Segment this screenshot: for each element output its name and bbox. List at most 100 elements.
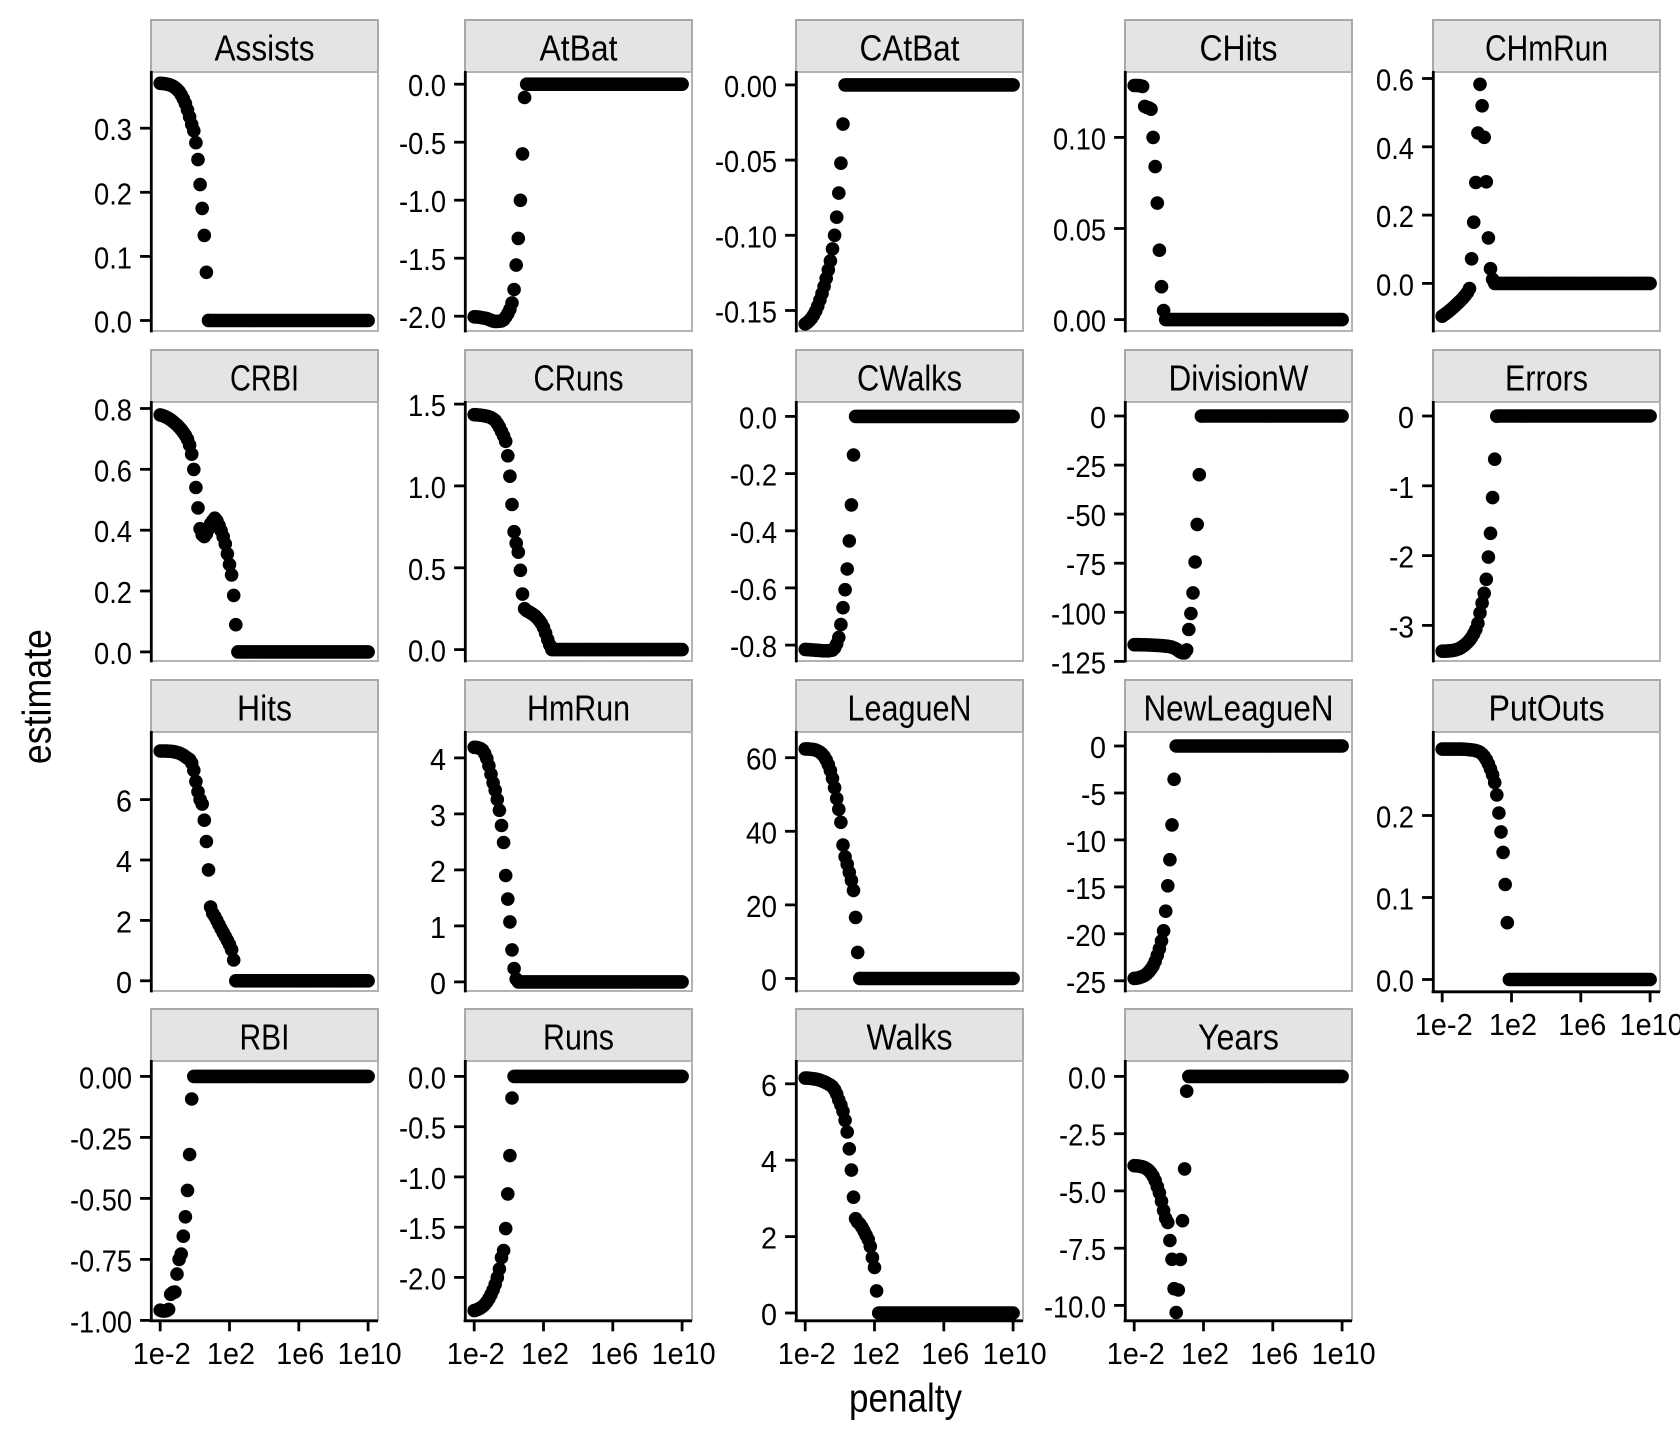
svg-text:Assists: Assists — [215, 28, 315, 69]
svg-text:Runs: Runs — [543, 1017, 614, 1058]
svg-text:1e2: 1e2 — [207, 1336, 255, 1371]
svg-text:-1.0: -1.0 — [399, 1161, 446, 1196]
svg-text:-0.15: -0.15 — [715, 295, 777, 330]
svg-text:-1.5: -1.5 — [399, 1211, 446, 1246]
svg-text:1e-2: 1e-2 — [133, 1336, 191, 1371]
svg-text:-0.75: -0.75 — [70, 1243, 132, 1278]
svg-text:0: 0 — [116, 965, 132, 1000]
svg-text:-1.00: -1.00 — [70, 1304, 132, 1339]
svg-text:0.3: 0.3 — [94, 112, 132, 147]
svg-text:-25: -25 — [1066, 449, 1106, 484]
svg-text:-10.0: -10.0 — [1044, 1289, 1106, 1324]
svg-text:1e10: 1e10 — [983, 1336, 1047, 1371]
svg-text:-0.5: -0.5 — [399, 1111, 446, 1146]
svg-text:CRBI: CRBI — [230, 358, 299, 399]
svg-text:-0.05: -0.05 — [715, 144, 777, 179]
svg-text:-2: -2 — [1389, 540, 1414, 575]
svg-text:0.6: 0.6 — [94, 453, 132, 488]
svg-text:-7.5: -7.5 — [1059, 1232, 1106, 1267]
svg-text:CAtBat: CAtBat — [860, 28, 960, 69]
svg-text:-125: -125 — [1051, 645, 1106, 680]
svg-text:0.10: 0.10 — [1053, 121, 1106, 156]
svg-text:HmRun: HmRun — [527, 688, 630, 729]
svg-text:6: 6 — [761, 1068, 777, 1103]
svg-text:1.5: 1.5 — [408, 388, 446, 423]
svg-text:NewLeagueN: NewLeagueN — [1144, 688, 1334, 729]
svg-text:LeagueN: LeagueN — [848, 688, 972, 729]
svg-text:CWalks: CWalks — [857, 358, 962, 399]
svg-text:1e-2: 1e-2 — [1415, 1007, 1473, 1042]
svg-text:2: 2 — [430, 854, 446, 889]
svg-text:-10: -10 — [1066, 824, 1106, 859]
svg-text:RBI: RBI — [240, 1017, 290, 1058]
svg-text:0.00: 0.00 — [1053, 304, 1106, 339]
svg-text:estimate: estimate — [16, 629, 60, 764]
svg-text:1.0: 1.0 — [408, 470, 446, 505]
svg-text:-0.10: -0.10 — [715, 219, 777, 254]
svg-text:-15: -15 — [1066, 871, 1106, 906]
svg-text:penalty: penalty — [849, 1377, 962, 1421]
svg-text:0.1: 0.1 — [1376, 882, 1414, 917]
svg-text:4: 4 — [430, 742, 446, 777]
svg-text:Errors: Errors — [1505, 358, 1588, 399]
svg-text:2: 2 — [761, 1221, 777, 1256]
svg-text:CHmRun: CHmRun — [1485, 28, 1608, 69]
svg-text:-25: -25 — [1066, 965, 1106, 1000]
svg-text:1e10: 1e10 — [652, 1336, 716, 1371]
svg-text:1e2: 1e2 — [521, 1336, 569, 1371]
svg-text:-0.8: -0.8 — [730, 629, 777, 664]
svg-text:0.2: 0.2 — [1376, 199, 1414, 234]
svg-text:0.6: 0.6 — [1376, 63, 1414, 98]
svg-text:-1.5: -1.5 — [399, 242, 446, 277]
svg-text:-2.5: -2.5 — [1059, 1118, 1106, 1153]
svg-text:-1.0: -1.0 — [399, 184, 446, 219]
svg-text:4: 4 — [116, 844, 132, 879]
svg-text:1e10: 1e10 — [1620, 1007, 1680, 1042]
svg-text:-50: -50 — [1066, 498, 1106, 533]
svg-text:1e6: 1e6 — [276, 1336, 324, 1371]
svg-text:1e10: 1e10 — [338, 1336, 402, 1371]
svg-text:60: 60 — [746, 742, 777, 777]
svg-text:-2.0: -2.0 — [399, 300, 446, 335]
svg-text:0.0: 0.0 — [408, 634, 446, 669]
svg-text:CRuns: CRuns — [534, 358, 624, 399]
svg-text:0.2: 0.2 — [94, 176, 132, 211]
svg-text:0.2: 0.2 — [94, 575, 132, 610]
svg-text:-0.6: -0.6 — [730, 572, 777, 607]
svg-text:0.00: 0.00 — [724, 69, 777, 104]
svg-text:0.5: 0.5 — [408, 552, 446, 587]
svg-text:Walks: Walks — [867, 1017, 953, 1058]
svg-text:0: 0 — [761, 963, 777, 998]
svg-text:1e6: 1e6 — [1250, 1336, 1298, 1371]
svg-text:0.0: 0.0 — [94, 305, 132, 340]
svg-text:1e10: 1e10 — [1312, 1336, 1376, 1371]
svg-text:CHits: CHits — [1200, 28, 1278, 69]
svg-text:2: 2 — [116, 904, 132, 939]
svg-text:1e-2: 1e-2 — [447, 1336, 505, 1371]
svg-text:-20: -20 — [1066, 918, 1106, 953]
svg-text:1e2: 1e2 — [1181, 1336, 1229, 1371]
svg-text:1e6: 1e6 — [590, 1336, 638, 1371]
svg-text:0.0: 0.0 — [739, 400, 777, 435]
svg-text:1e6: 1e6 — [921, 1336, 969, 1371]
svg-text:0.0: 0.0 — [1068, 1060, 1106, 1095]
svg-text:PutOuts: PutOuts — [1489, 688, 1605, 729]
svg-text:0.0: 0.0 — [94, 636, 132, 671]
svg-text:-0.50: -0.50 — [70, 1182, 132, 1217]
svg-text:0: 0 — [761, 1297, 777, 1332]
svg-text:-75: -75 — [1066, 547, 1106, 582]
svg-text:AtBat: AtBat — [540, 28, 618, 69]
svg-text:Hits: Hits — [237, 688, 292, 729]
svg-text:1e-2: 1e-2 — [778, 1336, 836, 1371]
svg-text:-5: -5 — [1081, 777, 1106, 812]
svg-text:1: 1 — [430, 910, 446, 945]
svg-text:0.0: 0.0 — [408, 68, 446, 103]
svg-text:0.0: 0.0 — [1376, 964, 1414, 999]
svg-text:-0.4: -0.4 — [730, 515, 777, 550]
svg-text:-0.2: -0.2 — [730, 458, 777, 493]
svg-text:-5.0: -5.0 — [1059, 1175, 1106, 1210]
svg-text:DivisionW: DivisionW — [1169, 358, 1309, 399]
svg-text:0.00: 0.00 — [79, 1060, 132, 1095]
svg-text:0: 0 — [1090, 400, 1106, 435]
svg-text:1e2: 1e2 — [1489, 1007, 1537, 1042]
